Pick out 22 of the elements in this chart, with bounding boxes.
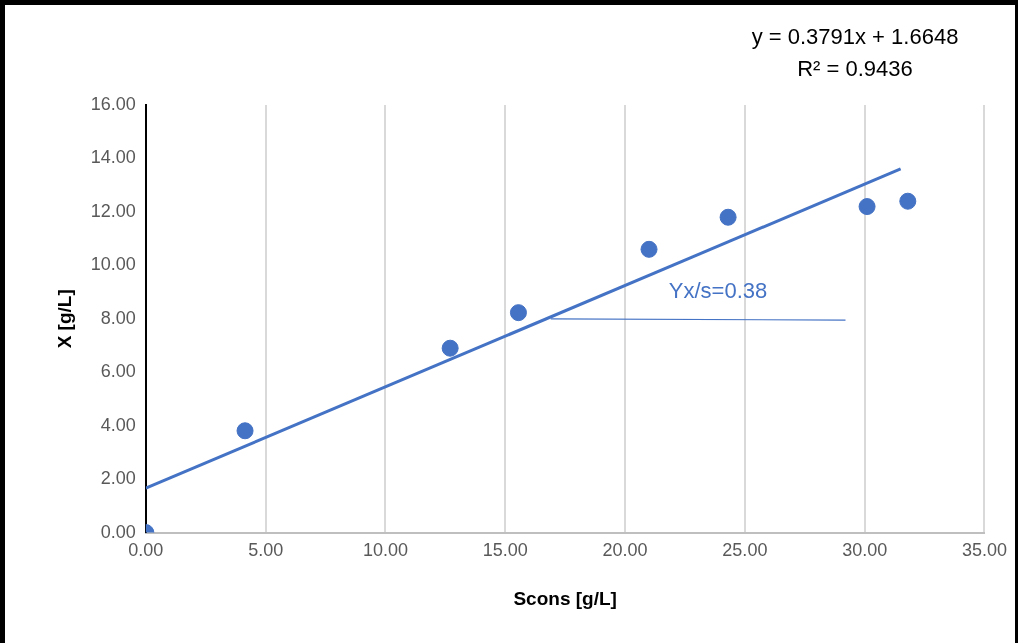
x-axis-title: Scons [g/L] — [513, 587, 617, 609]
x-tick-label: 15.00 — [482, 540, 528, 561]
x-tick-label: 30.00 — [842, 540, 888, 561]
text: y = 0.3791x + 1.6648 — [751, 24, 959, 50]
annotation: Yx/s=0.38 — [668, 278, 768, 304]
y-tick-label: 10.00 — [90, 254, 136, 275]
x-tick-label: 35.00 — [961, 540, 1007, 561]
x-tick-label: 10.00 — [362, 540, 408, 561]
y-tick-label: 12.00 — [90, 200, 136, 221]
x-tick-label: 20.00 — [602, 540, 648, 561]
x-tick-label: 0.00 — [128, 540, 164, 561]
x-tick-label: 25.00 — [722, 540, 768, 561]
y-tick-label: 14.00 — [90, 147, 136, 168]
y-tick-label: 8.00 — [100, 307, 136, 328]
y-tick-label: 6.00 — [100, 361, 136, 382]
y-tick-label: 0.00 — [100, 521, 136, 542]
text: R² = 0.9436 — [797, 56, 913, 82]
y-tick-label: 16.00 — [90, 93, 136, 114]
y-tick-label: 4.00 — [100, 414, 136, 435]
y-axis-title: X [g/L] — [53, 289, 75, 349]
x-tick-label: 5.00 — [248, 540, 284, 561]
y-tick-label: 2.00 — [100, 468, 136, 489]
